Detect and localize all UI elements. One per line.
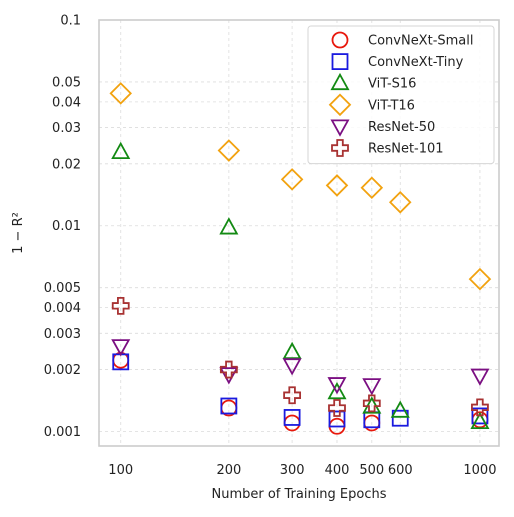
legend-marker — [331, 31, 349, 49]
data-point — [109, 82, 132, 105]
y-tick-label: 0.05 — [52, 75, 81, 90]
y-tick-label: 0.001 — [44, 425, 81, 440]
data-point — [111, 339, 131, 357]
legend-marker — [330, 72, 350, 91]
x-tick-label: 1000 — [463, 463, 496, 478]
legend: ConvNeXt-Small ConvNeXt-Tiny ViT-S16 ViT-T1… — [307, 25, 495, 165]
data-point — [360, 176, 384, 200]
data-point — [470, 411, 490, 430]
data-point — [327, 377, 347, 395]
axes: 100 200 300 400 500 600 1000 0.1 0.05 0.04 0.03 0.0… — [44, 14, 500, 478]
data-point — [362, 378, 382, 396]
y-tick-label: 0.004 — [44, 301, 81, 316]
legend-marker — [330, 119, 350, 137]
y-tick-label: 0.005 — [44, 281, 81, 296]
data-point — [282, 341, 302, 360]
data-point — [388, 191, 412, 214]
data-point — [471, 398, 489, 417]
y-tick-label: 0.04 — [52, 95, 81, 110]
data-point — [325, 174, 349, 197]
data-point — [219, 367, 239, 385]
data-point — [328, 410, 346, 428]
plot-frame — [98, 19, 500, 447]
y-tick-label: 0.03 — [52, 121, 81, 136]
legend-label: ResNet-50 — [368, 120, 435, 135]
data-point — [328, 399, 346, 417]
data-point — [468, 267, 492, 291]
data-point — [220, 397, 238, 415]
data-point — [470, 368, 490, 386]
legend-label: ResNet-101 — [368, 142, 444, 157]
data-point — [283, 386, 302, 405]
legend-label: ConvNeXt-Tiny — [368, 55, 464, 70]
data-point — [280, 168, 304, 191]
data-point — [283, 409, 301, 426]
data-point — [111, 296, 130, 315]
series-convnext-tiny — [112, 353, 489, 429]
data-point — [471, 407, 489, 425]
legend-label: ConvNeXt-Small — [368, 34, 474, 49]
y-axis-label: 1 − R² — [11, 212, 26, 254]
data-point — [217, 139, 241, 162]
legend-marker — [331, 53, 349, 70]
legend-box — [307, 25, 495, 165]
x-tick-label: 200 — [216, 463, 241, 478]
legend-marker — [328, 93, 352, 117]
x-tick-label: 100 — [108, 463, 133, 478]
data-point — [111, 141, 131, 159]
data-point — [282, 358, 302, 376]
data-point — [362, 394, 381, 413]
data-points — [109, 82, 492, 435]
x-tick-label: 400 — [325, 463, 350, 478]
data-point — [327, 381, 347, 400]
x-tick-label: 600 — [388, 463, 413, 478]
series-resnet-101 — [111, 296, 489, 417]
y-tick-label: 0.003 — [44, 327, 81, 342]
data-point — [390, 400, 410, 418]
legend-label: ViT-T16 — [368, 98, 415, 113]
data-point — [391, 409, 409, 427]
y-tick-label: 0.1 — [60, 14, 81, 29]
series-vit-s16 — [111, 141, 490, 430]
series-vit-t16 — [109, 82, 492, 291]
series-resnet-50 — [111, 339, 490, 396]
x-tick-label: 500 — [359, 463, 384, 478]
data-point — [219, 217, 239, 235]
x-axis-label: Number of Training Epochs — [211, 487, 386, 502]
legend-marker — [331, 139, 349, 157]
y-tick-label: 0.02 — [52, 157, 81, 172]
y-tick-label: 0.002 — [44, 363, 81, 378]
legend-label: ViT-S16 — [368, 77, 416, 92]
x-tick-label: 300 — [280, 463, 305, 478]
y-tick-label: 0.01 — [52, 219, 81, 234]
data-point — [219, 360, 238, 379]
data-point — [363, 411, 381, 429]
